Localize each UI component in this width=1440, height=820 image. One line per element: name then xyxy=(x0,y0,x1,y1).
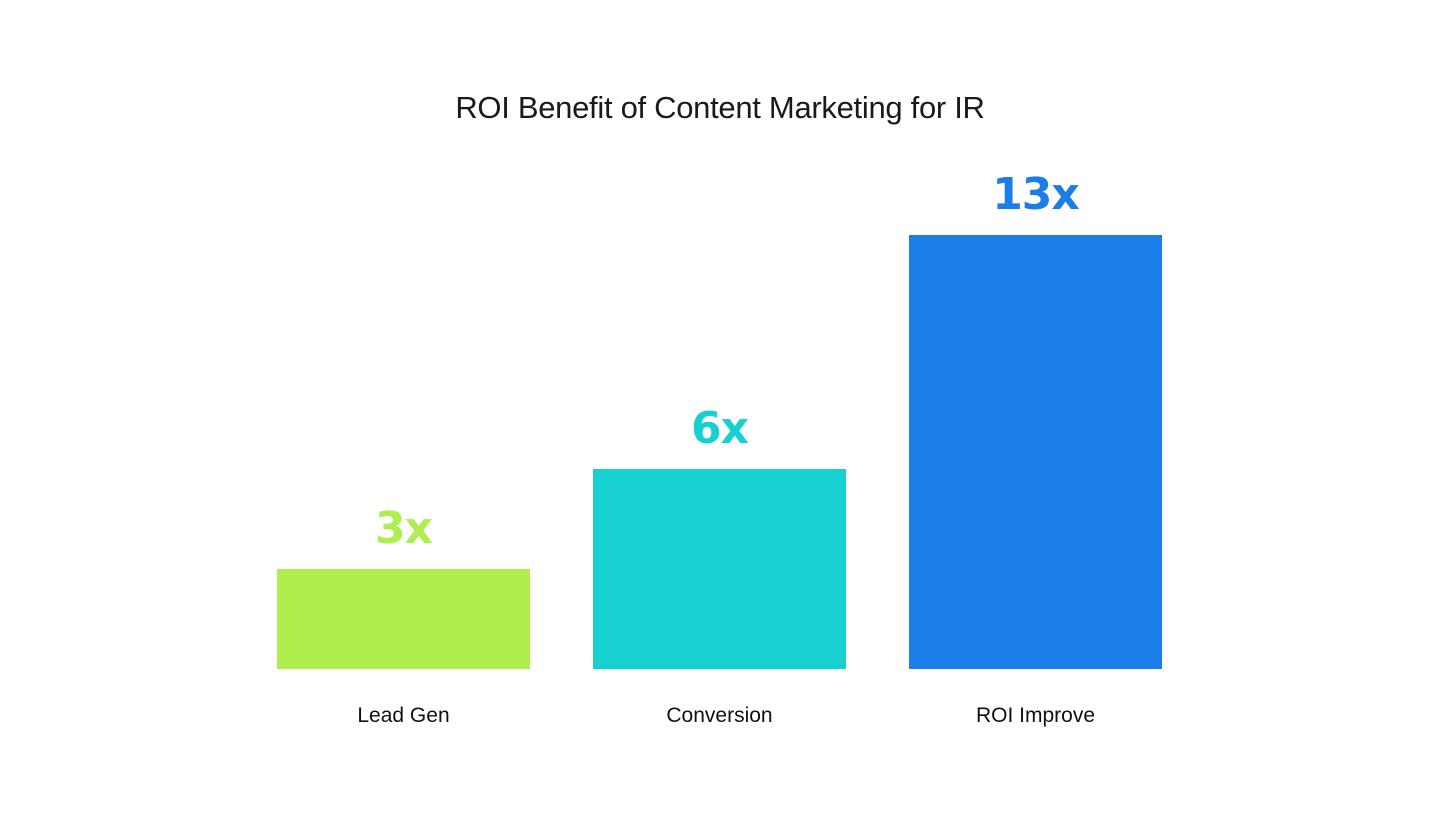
value-label-lead-gen: 3x xyxy=(375,503,433,554)
value-label-conversion: 6x xyxy=(691,403,749,454)
category-label-conversion: Conversion xyxy=(666,704,773,727)
bar-lead-gen xyxy=(277,569,530,669)
value-label-roi-improve: 13x xyxy=(992,169,1080,220)
category-label-lead-gen: Lead Gen xyxy=(357,704,450,727)
category-label-roi-improve: ROI Improve xyxy=(975,704,1096,727)
bar-conversion xyxy=(593,469,846,669)
chart-title: ROI Benefit of Content Marketing for IR xyxy=(455,90,985,125)
bar-roi-improve xyxy=(909,235,1162,669)
